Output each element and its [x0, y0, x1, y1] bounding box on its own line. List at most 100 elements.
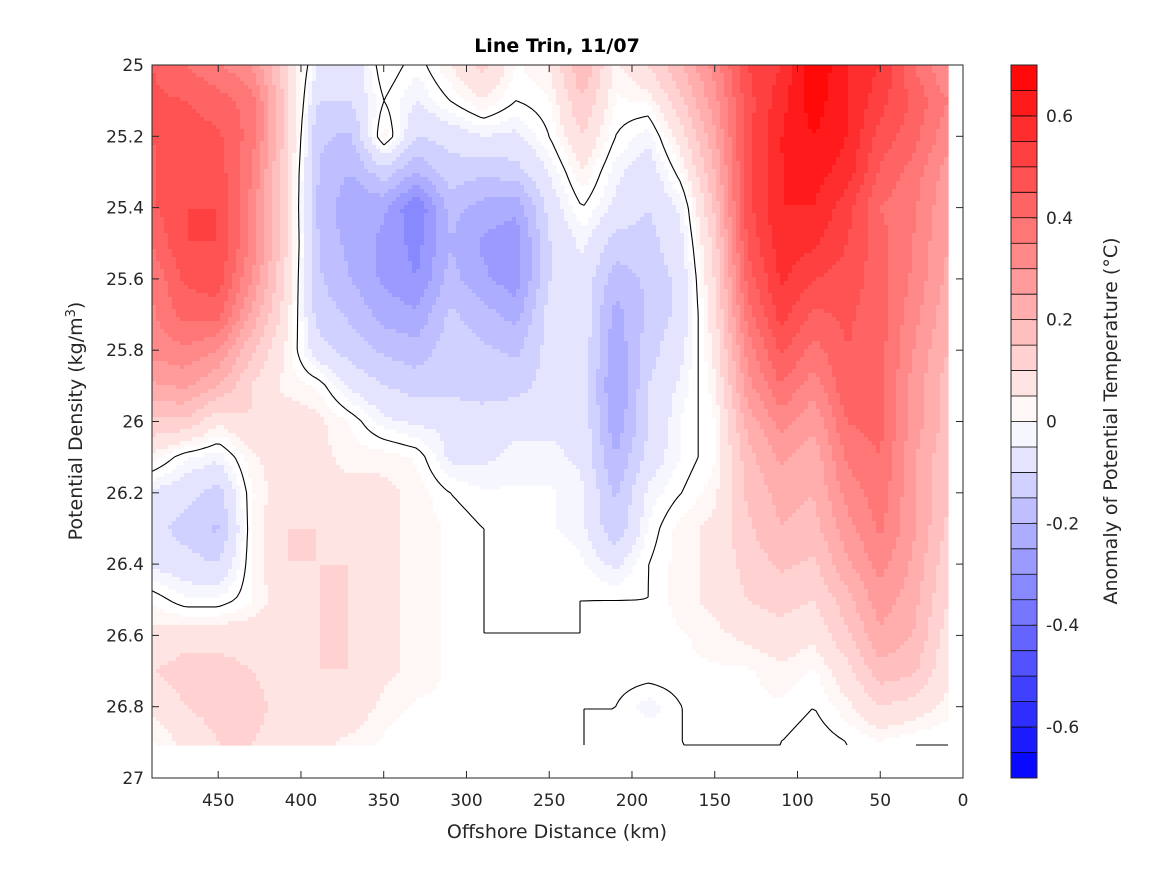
- field-cell: [912, 137, 917, 142]
- field-cell: [660, 89, 665, 94]
- field-cell: [580, 129, 585, 134]
- field-cell: [768, 145, 773, 150]
- field-cell: [460, 129, 465, 134]
- field-cell: [748, 145, 753, 150]
- field-cell: [836, 169, 841, 174]
- field-cell: [684, 125, 689, 130]
- field-cell: [368, 109, 373, 114]
- field-cell: [764, 165, 769, 170]
- field-cell: [676, 125, 681, 130]
- field-cell: [648, 101, 653, 106]
- field-cell: [156, 117, 161, 122]
- field-cell: [588, 165, 593, 170]
- field-cell: [652, 81, 657, 86]
- field-cell: [728, 165, 733, 170]
- field-cell: [812, 93, 817, 98]
- field-cell: [356, 69, 361, 74]
- field-cell: [648, 169, 653, 174]
- field-cell: [344, 117, 349, 122]
- field-cell: [328, 133, 333, 138]
- field-cell: [844, 121, 849, 126]
- field-cell: [368, 145, 373, 150]
- field-cell: [356, 177, 361, 182]
- field-cell: [404, 129, 409, 134]
- field-cell: [768, 165, 773, 170]
- field-cell: [204, 105, 209, 110]
- field-cell: [272, 137, 277, 142]
- field-cell: [776, 161, 781, 166]
- field-cell: [468, 145, 473, 150]
- field-cell: [916, 149, 921, 154]
- field-cell: [252, 173, 257, 178]
- field-cell: [652, 69, 657, 74]
- field-cell: [200, 65, 205, 70]
- field-cell: [644, 137, 649, 142]
- field-cell: [332, 73, 337, 78]
- field-cell: [716, 177, 721, 182]
- field-cell: [568, 117, 573, 122]
- field-cell: [684, 109, 689, 114]
- field-cell: [560, 69, 565, 74]
- field-cell: [500, 69, 505, 74]
- field-cell: [352, 65, 357, 70]
- field-cell: [448, 129, 453, 134]
- field-cell: [408, 149, 413, 154]
- field-cell: [856, 157, 861, 162]
- field-cell: [336, 165, 341, 170]
- field-cell: [584, 93, 589, 98]
- field-cell: [768, 69, 773, 74]
- field-cell: [612, 97, 617, 102]
- field-cell: [884, 101, 889, 106]
- field-cell: [872, 93, 877, 98]
- field-cell: [424, 173, 429, 178]
- field-cell: [244, 109, 249, 114]
- field-cell: [404, 173, 409, 178]
- field-cell: [848, 101, 853, 106]
- field-cell: [220, 65, 225, 70]
- field-cell: [244, 101, 249, 106]
- field-cell: [940, 73, 945, 78]
- field-cell: [416, 133, 421, 138]
- field-cell: [324, 153, 329, 158]
- field-cell: [608, 101, 613, 106]
- field-cell: [888, 89, 893, 94]
- field-cell: [288, 157, 293, 162]
- field-cell: [592, 69, 597, 74]
- field-cell: [812, 73, 817, 78]
- field-cell: [228, 149, 233, 154]
- field-cell: [480, 97, 485, 102]
- field-cell: [196, 77, 201, 82]
- field-cell: [800, 165, 805, 170]
- field-cell: [724, 129, 729, 134]
- field-cell: [192, 149, 197, 154]
- field-cell: [236, 73, 241, 78]
- field-cell: [272, 133, 277, 138]
- field-cell: [352, 109, 357, 114]
- field-cell: [704, 113, 709, 118]
- field-cell: [576, 177, 581, 182]
- field-cell: [708, 117, 713, 122]
- field-cell: [304, 177, 309, 182]
- field-cell: [504, 85, 509, 90]
- field-cell: [908, 145, 913, 150]
- field-cell: [944, 153, 949, 158]
- field-cell: [232, 117, 237, 122]
- field-cell: [284, 85, 289, 90]
- field-cell: [756, 125, 761, 130]
- field-cell: [848, 145, 853, 150]
- field-cell: [312, 145, 317, 150]
- field-cell: [348, 157, 353, 162]
- field-cell: [704, 149, 709, 154]
- field-cell: [412, 157, 417, 162]
- field-cell: [780, 141, 785, 146]
- field-cell: [840, 109, 845, 114]
- field-cell: [256, 161, 261, 166]
- field-cell: [244, 125, 249, 130]
- field-cell: [556, 125, 561, 130]
- field-cell: [792, 97, 797, 102]
- field-cell: [404, 97, 409, 102]
- field-cell: [912, 109, 917, 114]
- field-cell: [336, 153, 341, 158]
- field-cell: [740, 65, 745, 70]
- field-cell: [720, 161, 725, 166]
